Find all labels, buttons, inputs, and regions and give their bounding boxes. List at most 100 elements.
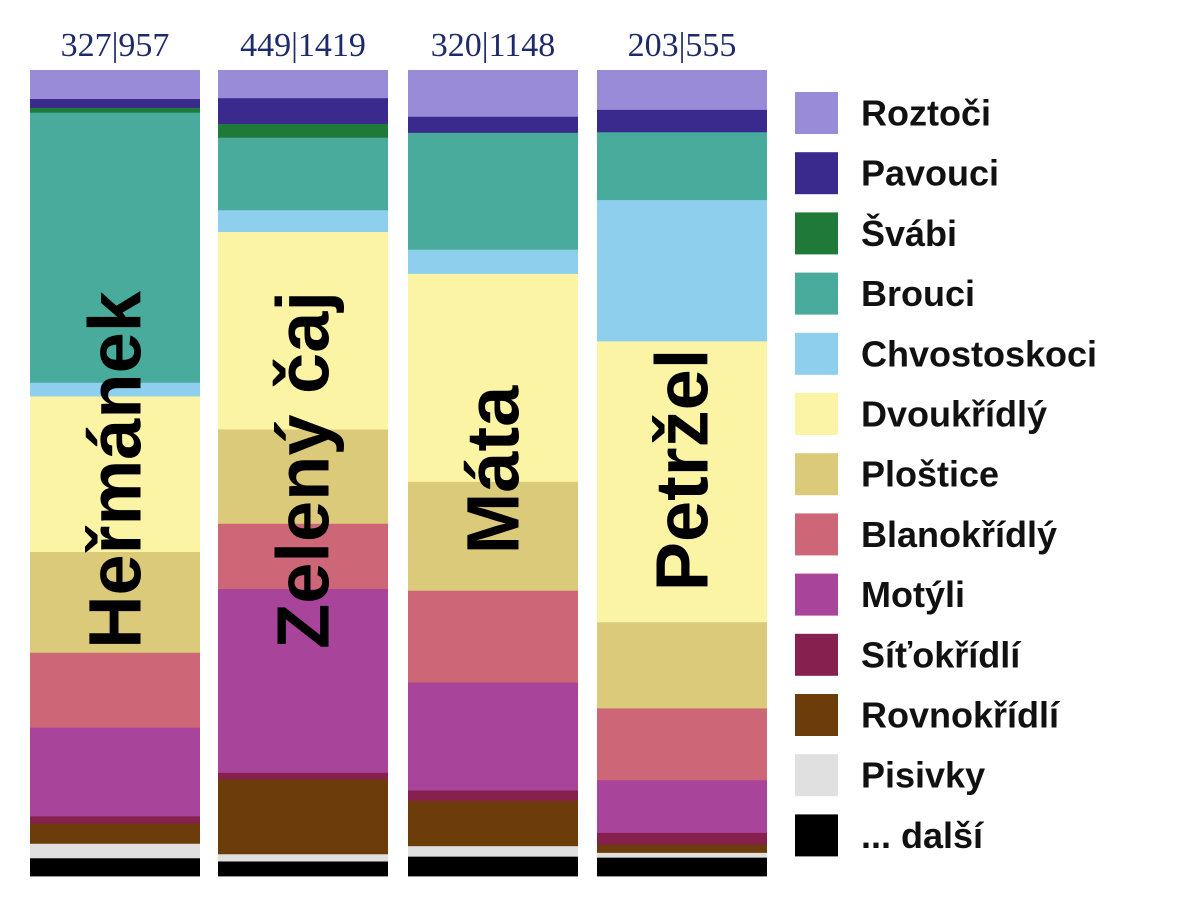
legend-label-pavouci: Pavouci (861, 153, 999, 194)
segment-zeleny-caj-blanokridly (218, 523, 388, 590)
segment-hermanek-pavouci (30, 99, 200, 109)
legend-label-blanokridly: Blanokřídlý (861, 514, 1057, 555)
count-label-hermanek: 327|957 (61, 27, 170, 64)
legend-swatch-dvoukridly (795, 393, 838, 435)
legend-swatch-motyli (795, 573, 838, 616)
segment-hermanek-dalsi (30, 858, 200, 877)
legend-item-dalsi: ... další (795, 814, 984, 857)
legend-item-pisivky: Pisivky (795, 754, 985, 797)
segment-zeleny-caj-svabi (218, 124, 388, 139)
legend-label-chvostoskoci: Chvostoskoci (861, 333, 1097, 374)
legend-swatch-pavouci (795, 152, 838, 195)
segment-zeleny-caj-dalsi (218, 861, 388, 877)
segment-mata-rovnokridli (408, 801, 578, 847)
segment-hermanek-chvostoskoci (30, 382, 200, 397)
segment-zeleny-caj-pavouci (218, 98, 388, 125)
legend-item-svabi: Švábi (795, 212, 957, 255)
legend-swatch-blanokridly (795, 513, 838, 556)
segment-petrzel-pisivky (597, 852, 767, 859)
segment-mata-dvoukridly (408, 273, 578, 483)
segment-hermanek-plostice (30, 551, 200, 654)
bars-group (30, 70, 767, 877)
bar-titles-group: Heřmánek Zelený čaj Máta Petržel (74, 290, 724, 649)
segment-hermanek-pisivky (30, 843, 200, 859)
legend-item-rovnokridli: Rovnokřídlí (795, 694, 1060, 736)
legend-label-rovnokridli: Rovnokřídlí (861, 695, 1060, 736)
bar-title-petrzel: Petržel (641, 349, 724, 592)
segment-mata-motyli (408, 682, 578, 791)
segment-mata-plostice (408, 481, 578, 592)
segment-zeleny-caj-pisivky (218, 854, 388, 862)
segment-mata-brouci (408, 132, 578, 251)
legend-label-sitokridli: Síťokřídlí (861, 634, 1021, 675)
legend-swatch-rovnokridli (795, 694, 838, 736)
segment-mata-roztoci (408, 70, 578, 118)
segment-zeleny-caj-sitokridli (218, 772, 388, 780)
segment-petrzel-dvoukridly (597, 341, 767, 623)
legend-swatch-roztoci (795, 92, 838, 134)
segment-mata-blanokridly (408, 590, 578, 683)
bar-petrzel (597, 70, 767, 877)
segment-hermanek-svabi (30, 107, 200, 114)
legend: Roztoči Pavouci Švábi Brouci Chvostoskoci Dvo… (795, 92, 1097, 857)
legend-label-roztoci: Roztoči (861, 93, 991, 134)
segment-zeleny-caj-chvostoskoci (218, 210, 388, 233)
segment-zeleny-caj-plostice (218, 429, 388, 525)
segment-mata-sitokridli (408, 790, 578, 802)
bar-mata (408, 70, 578, 877)
count-label-mata: 320|1148 (431, 27, 556, 64)
legend-item-sitokridli: Síťokřídlí (795, 633, 1021, 676)
legend-swatch-pisivky (795, 754, 838, 797)
segment-zeleny-caj-rovnokridli (218, 779, 388, 855)
legend-item-pavouci: Pavouci (795, 152, 999, 195)
legend-item-dvoukridly: Dvoukřídlý (795, 393, 1047, 435)
legend-label-svabi: Švábi (861, 212, 957, 254)
segment-hermanek-blanokridly (30, 652, 200, 729)
segment-petrzel-sitokridli (597, 832, 767, 846)
legend-item-roztoci: Roztoči (795, 92, 991, 134)
segment-petrzel-roztoci (597, 70, 767, 111)
legend-label-motyli: Motýli (861, 574, 965, 615)
legend-swatch-plostice (795, 453, 838, 496)
segment-mata-dalsi (408, 856, 578, 877)
segment-petrzel-motyli (597, 780, 767, 834)
segment-mata-pisivky (408, 846, 578, 858)
segment-petrzel-dalsi (597, 857, 767, 877)
legend-item-plostice: Ploštice (795, 453, 999, 496)
segment-zeleny-caj-motyli (218, 589, 388, 774)
segment-zeleny-caj-brouci (218, 137, 388, 211)
legend-label-pisivky: Pisivky (861, 755, 985, 796)
count-label-zeleny-caj: 449|1419 (240, 27, 366, 64)
segment-petrzel-pavouci (597, 109, 767, 133)
segment-hermanek-dvoukridly (30, 396, 200, 553)
segment-zeleny-caj-dvoukridly (218, 232, 388, 430)
legend-swatch-dalsi (795, 814, 838, 857)
segment-petrzel-blanokridly (597, 708, 767, 781)
bar-title-mata: Máta (452, 385, 535, 554)
count-labels-group: 327|957 449|1419 320|1148 203|555 (61, 27, 737, 64)
bar-zeleny-caj (218, 70, 388, 877)
count-label-petrzel: 203|555 (628, 27, 737, 64)
segment-hermanek-sitokridli (30, 816, 200, 825)
legend-swatch-brouci (795, 272, 838, 315)
segment-hermanek-motyli (30, 727, 200, 817)
segment-hermanek-brouci (30, 112, 200, 384)
bar-title-zeleny-caj: Zelený čaj (262, 291, 345, 649)
legend-swatch-svabi (795, 212, 838, 255)
legend-item-blanokridly: Blanokřídlý (795, 513, 1057, 556)
bar-title-hermanek: Heřmánek (74, 290, 157, 649)
segment-petrzel-brouci (597, 132, 767, 201)
legend-swatch-sitokridli (795, 633, 838, 676)
legend-label-plostice: Ploštice (861, 454, 999, 495)
legend-label-dalsi: ... další (861, 815, 984, 856)
bar-hermanek (30, 70, 200, 877)
legend-item-brouci: Brouci (795, 272, 975, 315)
legend-item-chvostoskoci: Chvostoskoci (795, 332, 1097, 375)
segment-mata-pavouci (408, 116, 578, 134)
legend-label-brouci: Brouci (861, 273, 975, 314)
legend-swatch-chvostoskoci (795, 332, 838, 375)
legend-label-dvoukridly: Dvoukřídlý (861, 394, 1047, 435)
segment-petrzel-plostice (597, 622, 767, 709)
segment-hermanek-roztoci (30, 70, 200, 100)
